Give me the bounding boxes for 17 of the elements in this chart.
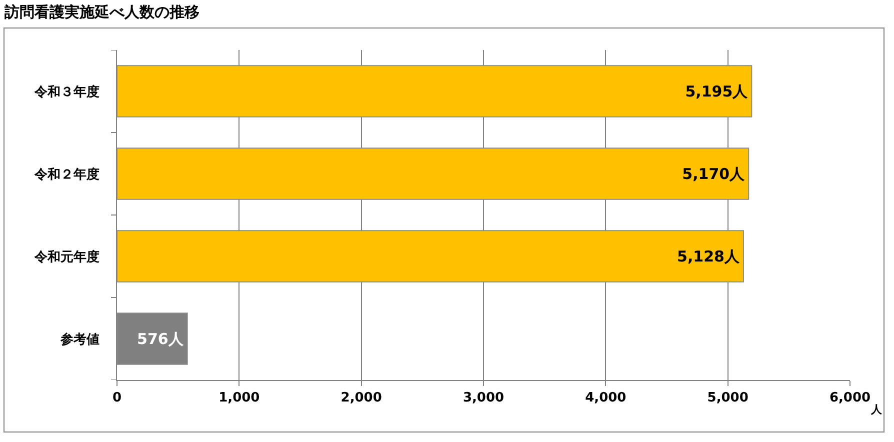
x-tick-label: 0 [112, 390, 122, 406]
data-label: 5,170人 [682, 164, 746, 183]
y-tick-label: 令和２年度 [33, 166, 100, 182]
x-tick-label: 1,000 [218, 390, 260, 406]
y-tick-label: 令和元年度 [33, 248, 100, 265]
data-label: 5,195人 [685, 82, 749, 100]
x-tick-label: 5,000 [707, 390, 748, 406]
x-tick-label: 2,000 [340, 390, 382, 406]
x-tick-label: 4,000 [585, 390, 626, 406]
x-tick-label: 3,000 [462, 390, 504, 406]
data-label: 576人 [137, 330, 184, 348]
y-tick-label: 令和３年度 [33, 84, 100, 100]
y-tick-label: 参考値 [59, 331, 100, 348]
chart-title: 訪問看護実施延べ人数の推移 [3, 3, 200, 22]
x-tick-label: 6,000 [829, 390, 871, 406]
data-label: 5,128人 [677, 247, 740, 266]
x-axis-title: 人 [870, 403, 883, 416]
